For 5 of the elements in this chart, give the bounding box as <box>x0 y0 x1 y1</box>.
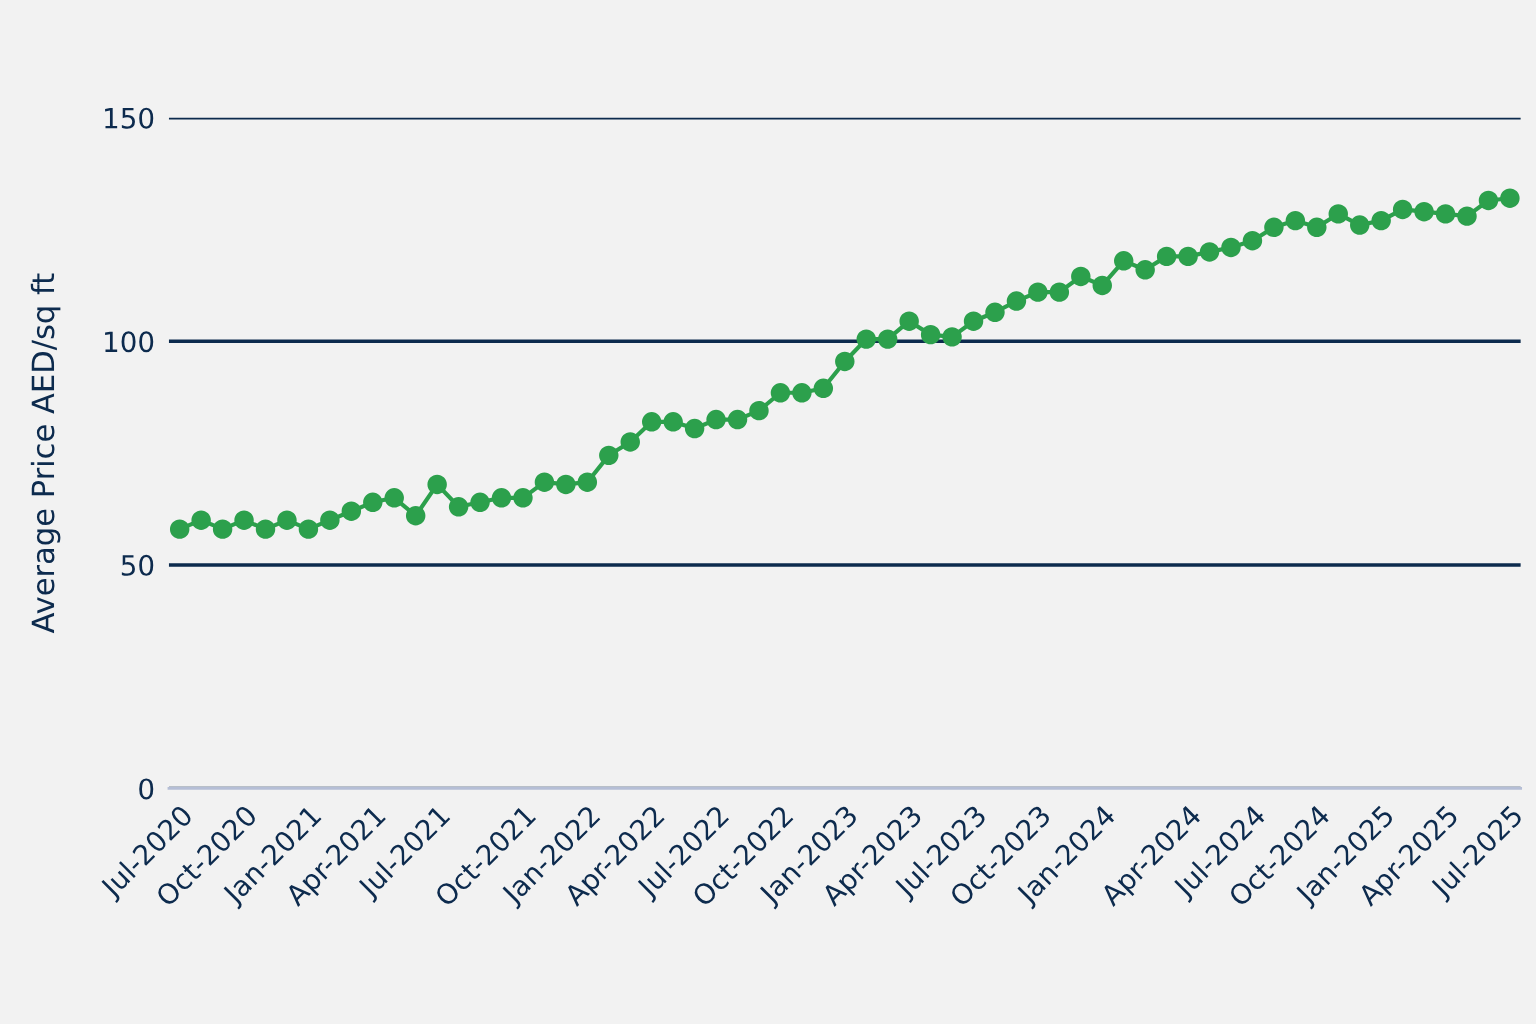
y-tick-label: 50 <box>121 554 154 576</box>
y-tick-label: 0 <box>139 778 154 800</box>
y-tick-label: 100 <box>105 331 154 353</box>
y-axis-title: Average Price AED/sq ft <box>30 273 61 634</box>
y-tick-label: 150 <box>105 107 154 129</box>
